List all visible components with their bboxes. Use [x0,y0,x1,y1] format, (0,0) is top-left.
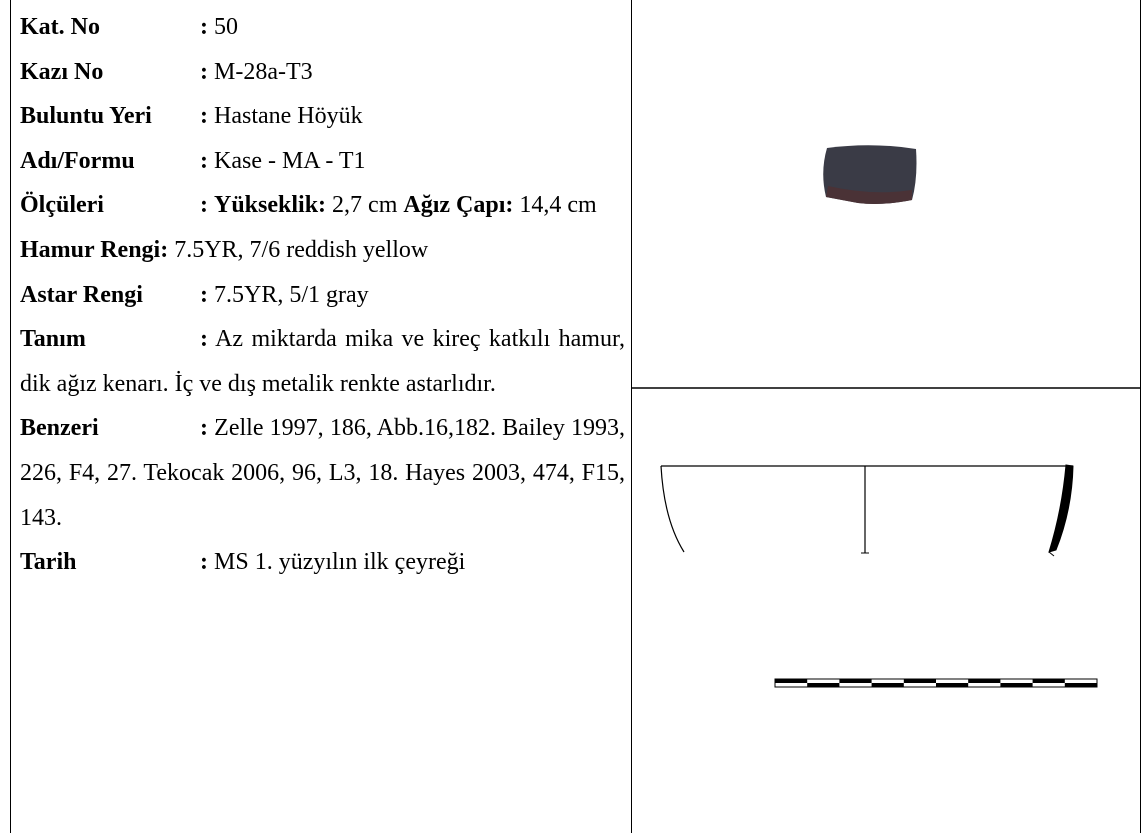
field-separator: : [200,549,208,576]
field-separator: : [200,147,208,174]
field-separator: : [200,14,208,40]
field-value: 50 [214,14,238,40]
field: Kazı No: M-28a-T3 [20,50,625,95]
description-cell: Kat. No: 50 Kazı No: M-28a-T3 Buluntu Yeri… [10,0,632,833]
field: Astar Rengi: 7.5YR, 5/1 gray [20,273,625,318]
field-label: Kazı No [20,58,104,85]
field: Adı/Formu: Kase - MA - T1 [20,139,625,184]
field-value: 7.5YR, 5/1 gray [214,281,369,308]
field-value: 14,4 cm [519,192,597,219]
field-label: Tarih [20,549,77,576]
field: Tarih: MS 1. yüzyılın ilk çeyreği [20,540,625,585]
field-label: Astar Rengi [20,281,143,308]
field-label: Hamur Rengi: [20,236,169,263]
field: Buluntu Yeri: Hastane Höyük [20,94,625,139]
field-separator: : [200,58,208,85]
field-value: MS 1. yüzyılın ilk çeyreği [214,549,466,576]
field-label: Buluntu Yeri [20,103,152,130]
profile-drawing [660,464,1074,557]
field-separator: : [200,103,208,130]
field-key: Ağız Çapı: [403,192,514,219]
field: Hamur Rengi: 7.5YR, 7/6 reddish yellow [20,228,625,273]
field: Tanım: Az miktarda mika ve kireç katkılı… [20,317,625,406]
field-key: Yükseklik: [214,192,327,219]
field-value: M-28a-T3 [214,58,313,85]
field-value: Kase - MA - T1 [214,147,366,174]
scale-bar [774,678,1098,688]
field-label: Benzeri [20,415,99,442]
field: Kat. No: 50 [20,5,625,50]
field-label: Adı/Formu [20,147,135,174]
field: Ölçüleri: Yükseklik: 2,7 cm Ağız Çapı: 1… [20,183,625,228]
field-label: Ölçüleri [20,192,104,219]
field-value: Az miktarda mika ve kireç katkılı hamur,… [20,326,625,397]
field-label: Kat. No [20,14,100,40]
field-label: Tanım [20,326,86,353]
field-separator: : [200,281,208,308]
sherd-photo [823,145,917,204]
illustration-cell [632,0,1141,833]
field-separator: : [200,326,208,353]
field-value: 7.5YR, 7/6 reddish yellow [174,236,429,263]
sherd-photo-shade [826,186,912,204]
field-value: 2,7 cm [332,192,398,219]
field: Benzeri: Zelle 1997, 186, Abb.16,182. Ba… [20,406,625,540]
field-separator: : [200,415,208,442]
field-value: Zelle 1997, 186, Abb.16,182. Bailey 1993… [20,415,625,531]
field-value: Hastane Höyük [214,103,363,130]
field-separator: : [200,192,208,219]
